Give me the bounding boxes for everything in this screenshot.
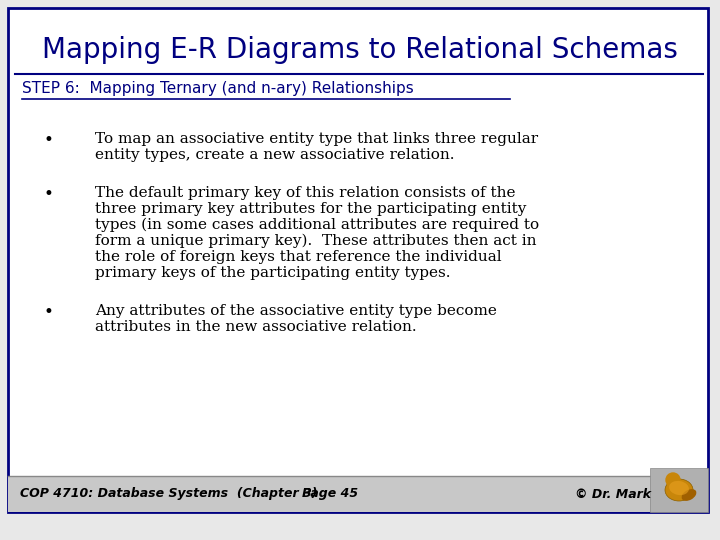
Ellipse shape: [665, 479, 693, 501]
Text: Page 45: Page 45: [302, 488, 358, 501]
Text: © Dr. Mark: © Dr. Mark: [575, 488, 651, 501]
Text: The default primary key of this relation consists of the: The default primary key of this relation…: [95, 186, 516, 200]
Text: entity types, create a new associative relation.: entity types, create a new associative r…: [95, 148, 454, 162]
Text: attributes in the new associative relation.: attributes in the new associative relati…: [95, 320, 417, 334]
Text: To map an associative entity type that links three regular: To map an associative entity type that l…: [95, 132, 538, 146]
Ellipse shape: [669, 481, 689, 495]
FancyBboxPatch shape: [650, 468, 708, 512]
Text: three primary key attributes for the participating entity: three primary key attributes for the par…: [95, 202, 526, 216]
Text: primary keys of the participating entity types.: primary keys of the participating entity…: [95, 266, 451, 280]
Circle shape: [666, 473, 680, 487]
FancyBboxPatch shape: [8, 8, 708, 512]
Text: Mapping E-R Diagrams to Relational Schemas: Mapping E-R Diagrams to Relational Schem…: [42, 36, 678, 64]
Text: the role of foreign keys that reference the individual: the role of foreign keys that reference …: [95, 250, 502, 264]
Text: •: •: [43, 186, 53, 203]
Text: form a unique primary key).  These attributes then act in: form a unique primary key). These attrib…: [95, 234, 536, 248]
Ellipse shape: [682, 489, 696, 501]
Text: •: •: [43, 304, 53, 321]
Ellipse shape: [670, 478, 678, 492]
Text: Any attributes of the associative entity type become: Any attributes of the associative entity…: [95, 304, 497, 318]
FancyBboxPatch shape: [8, 476, 708, 512]
Text: STEP 6:  Mapping Ternary (and n-ary) Relationships: STEP 6: Mapping Ternary (and n-ary) Rela…: [22, 82, 414, 97]
Text: COP 4710: Database Systems  (Chapter 3): COP 4710: Database Systems (Chapter 3): [20, 488, 318, 501]
Text: types (in some cases additional attributes are required to: types (in some cases additional attribut…: [95, 218, 539, 232]
Text: •: •: [43, 132, 53, 149]
